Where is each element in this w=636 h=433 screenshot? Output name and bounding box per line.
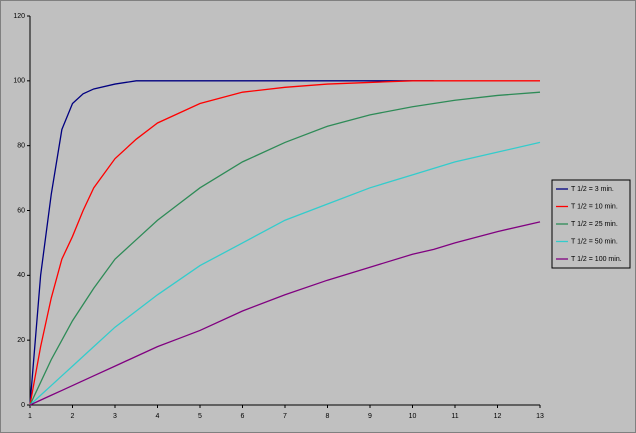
series-line [29, 141, 541, 406]
x-tick-label: 4 [156, 413, 160, 420]
x-tick-label: 10 [409, 413, 417, 420]
x-tick-label: 5 [198, 413, 202, 420]
x-tick-label: 3 [113, 413, 117, 420]
series-line [29, 80, 540, 406]
x-tick-label: 2 [71, 413, 75, 420]
x-tick-label: 6 [241, 413, 245, 420]
y-tick-label: 120 [13, 13, 25, 20]
y-tick-label: 40 [17, 272, 25, 279]
legend-label: T 1/2 = 50 min. [571, 238, 618, 245]
x-tick-label: 8 [326, 413, 330, 420]
x-tick-label: 1 [28, 413, 32, 420]
y-tick-label: 80 [17, 143, 25, 150]
legend-label: T 1/2 = 10 min. [571, 203, 618, 210]
series-line [29, 91, 541, 406]
x-tick-label: 13 [536, 413, 544, 420]
x-tick-label: 7 [283, 413, 287, 420]
y-tick-label: 20 [17, 337, 25, 344]
legend-label: T 1/2 = 100 min. [571, 256, 622, 263]
y-tick-label: 100 [13, 78, 25, 85]
x-tick-label: 11 [451, 413, 458, 420]
x-tick-label: 12 [494, 413, 502, 420]
legend-label: T 1/2 = 25 min. [571, 221, 618, 228]
y-tick-label: 0 [21, 402, 25, 409]
series-line [29, 221, 541, 406]
series-line [29, 80, 434, 406]
y-tick-label: 60 [17, 207, 25, 214]
x-tick-label: 9 [368, 413, 372, 420]
legend-label: T 1/2 = 3 min. [571, 186, 614, 193]
